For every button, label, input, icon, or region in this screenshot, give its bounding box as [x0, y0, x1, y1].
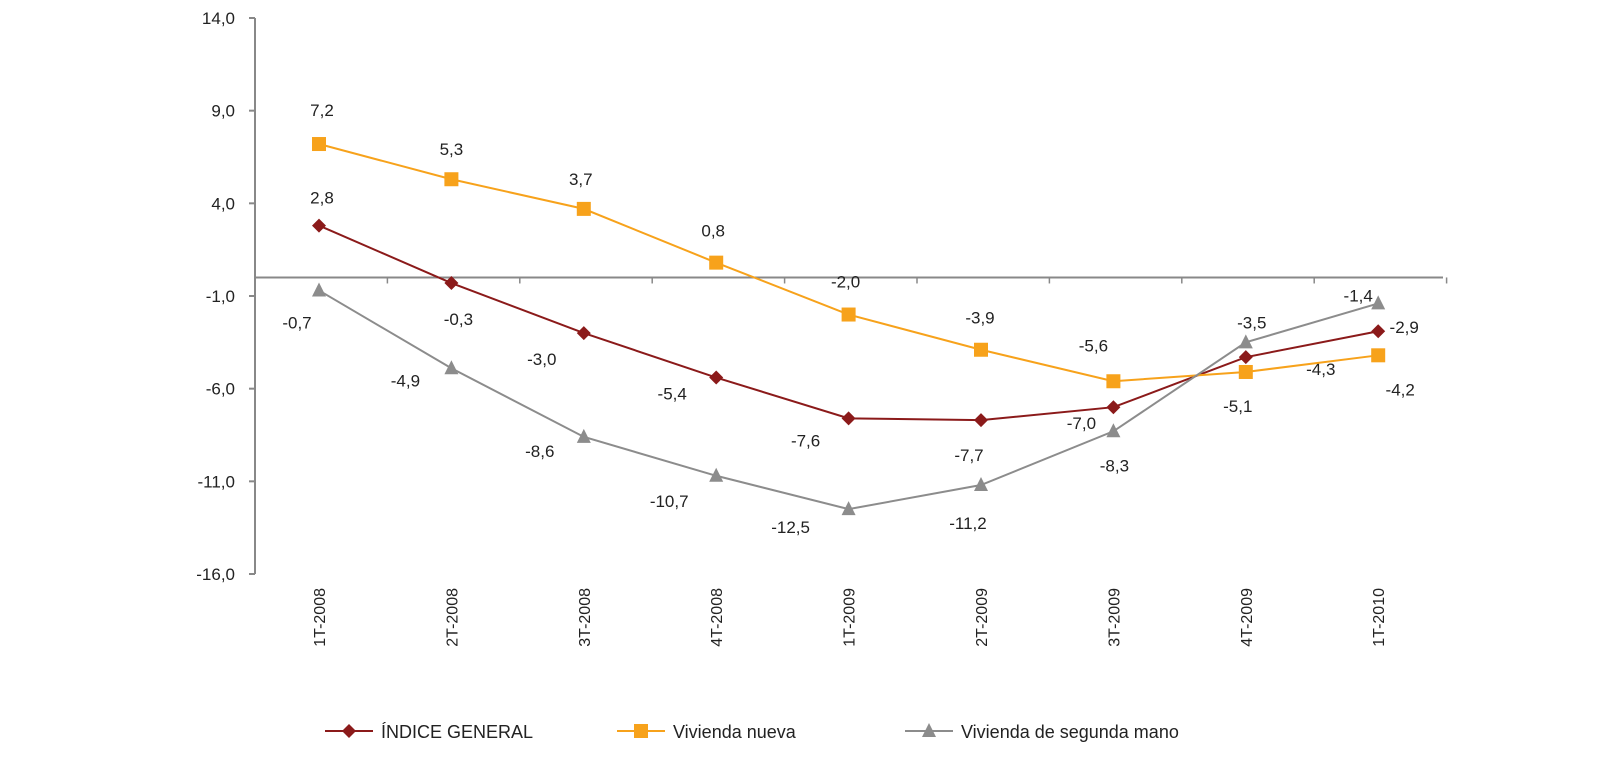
vivienda-nueva-marker [576, 201, 591, 216]
vivienda-segunda-mano-marker [444, 360, 459, 375]
y-tick-label: 14,0 [202, 9, 235, 28]
indice-general-marker [1371, 324, 1386, 339]
y-tick-label: -11,0 [198, 472, 236, 491]
vivienda-segunda-mano-marker [576, 428, 591, 443]
indice-general-data-label: -4,3 [1306, 360, 1335, 379]
y-tick-label: -1,0 [206, 287, 235, 306]
vivienda-segunda-mano-data-label: -10,7 [650, 492, 689, 511]
indice-general-marker [576, 326, 591, 341]
vivienda-nueva-marker [444, 172, 459, 187]
y-tick-label: -6,0 [206, 380, 235, 399]
vivienda-segunda-mano-marker [1371, 295, 1386, 310]
indice-general-data-label: -7,7 [954, 446, 983, 465]
vivienda-segunda-mano-data-label: -0,7 [282, 313, 311, 332]
vivienda-nueva-marker [312, 137, 326, 152]
indice-general-data-label: -7,6 [791, 431, 820, 450]
vivienda-segunda-mano-marker [709, 467, 724, 482]
x-tick-label: 1T-2009 [842, 588, 859, 647]
vivienda-segunda-mano-data-label: -8,6 [525, 442, 554, 461]
vivienda-segunda-mano-data-label: -11,2 [949, 514, 987, 533]
y-tick-label: -16,0 [196, 565, 235, 584]
y-tick-label: 4,0 [211, 194, 235, 213]
x-tick-label: 1T-2008 [312, 588, 329, 647]
y-tick-label: 9,0 [211, 102, 235, 121]
vivienda-nueva-data-label: -3,9 [965, 309, 994, 328]
indice-general-data-label: -3,0 [527, 350, 556, 369]
legend-vivienda-segunda-mano-marker [922, 723, 936, 737]
legend-vivienda-nueva-label: Vivienda nueva [673, 722, 797, 742]
indice-general-data-label: -2,9 [1390, 318, 1419, 337]
vivienda-segunda-mano-data-label: -1,4 [1344, 286, 1373, 305]
vivienda-nueva-data-label: 0,8 [701, 222, 725, 241]
indice-general-marker [841, 411, 856, 426]
vivienda-nueva-data-label: -2,0 [831, 273, 860, 292]
vivienda-nueva-marker [1238, 364, 1253, 379]
indice-general-marker [1106, 400, 1121, 415]
vivienda-segunda-mano-marker [312, 282, 326, 297]
vivienda-segunda-mano-line [318, 289, 1379, 511]
vivienda-nueva-marker [974, 342, 988, 357]
vivienda-segunda-mano-data-label: -4,9 [391, 371, 420, 390]
indice-general-line [318, 224, 1379, 422]
indice-general-data-label: 2,8 [310, 189, 334, 208]
vivienda-nueva-data-label: 7,2 [310, 101, 334, 120]
x-tick-label: 1T-2010 [1371, 588, 1388, 647]
vivienda-segunda-mano-data-label: -8,3 [1100, 456, 1129, 475]
indice-general-marker [974, 413, 988, 428]
x-tick-label: 2T-2008 [444, 588, 461, 647]
vivienda-nueva-data-label: 3,7 [569, 170, 593, 189]
vivienda-nueva-marker [1371, 348, 1386, 363]
x-tick-label: 4T-2008 [709, 588, 726, 647]
indice-general-marker [444, 276, 459, 291]
indice-general-data-label: -7,0 [1067, 414, 1096, 433]
indice-general-data-label: -0,3 [444, 310, 473, 329]
legend-indice-general-label: ÍNDICE GENERAL [381, 722, 533, 742]
vivienda-segunda-mano-marker [841, 501, 856, 516]
vivienda-segunda-mano-marker [1106, 423, 1121, 438]
vivienda-nueva-marker [1106, 374, 1121, 389]
indice-general-marker [709, 370, 724, 385]
x-tick-label: 3T-2009 [1106, 588, 1123, 647]
x-tick-label: 4T-2009 [1239, 588, 1256, 647]
indice-general-marker [1238, 350, 1253, 365]
vivienda-nueva-line [318, 143, 1379, 383]
x-tick-label: 3T-2008 [577, 588, 594, 647]
vivienda-segunda-mano-data-label: -3,5 [1237, 313, 1266, 332]
vivienda-nueva-data-label: -4,2 [1386, 380, 1415, 399]
vivienda-nueva-data-label: -5,1 [1223, 397, 1252, 416]
legend-indice-general-marker [342, 724, 356, 738]
vivienda-nueva-data-label: -5,6 [1079, 336, 1108, 355]
vivienda-segunda-mano-data-label: -12,5 [771, 518, 810, 537]
vivienda-nueva-marker [709, 255, 724, 270]
indice-general-marker [312, 218, 326, 233]
indice-general-data-label: -5,4 [658, 385, 687, 404]
vivienda-nueva-marker [841, 307, 856, 322]
vivienda-segunda-mano-marker [1238, 334, 1253, 349]
x-tick-label: 2T-2009 [974, 588, 991, 647]
vivienda-segunda-mano-marker [974, 477, 988, 492]
legend-vivienda-nueva-marker [634, 724, 648, 738]
vivienda-nueva-data-label: 5,3 [440, 140, 464, 159]
legend-vivienda-segunda-mano-label: Vivienda de segunda mano [961, 722, 1179, 742]
